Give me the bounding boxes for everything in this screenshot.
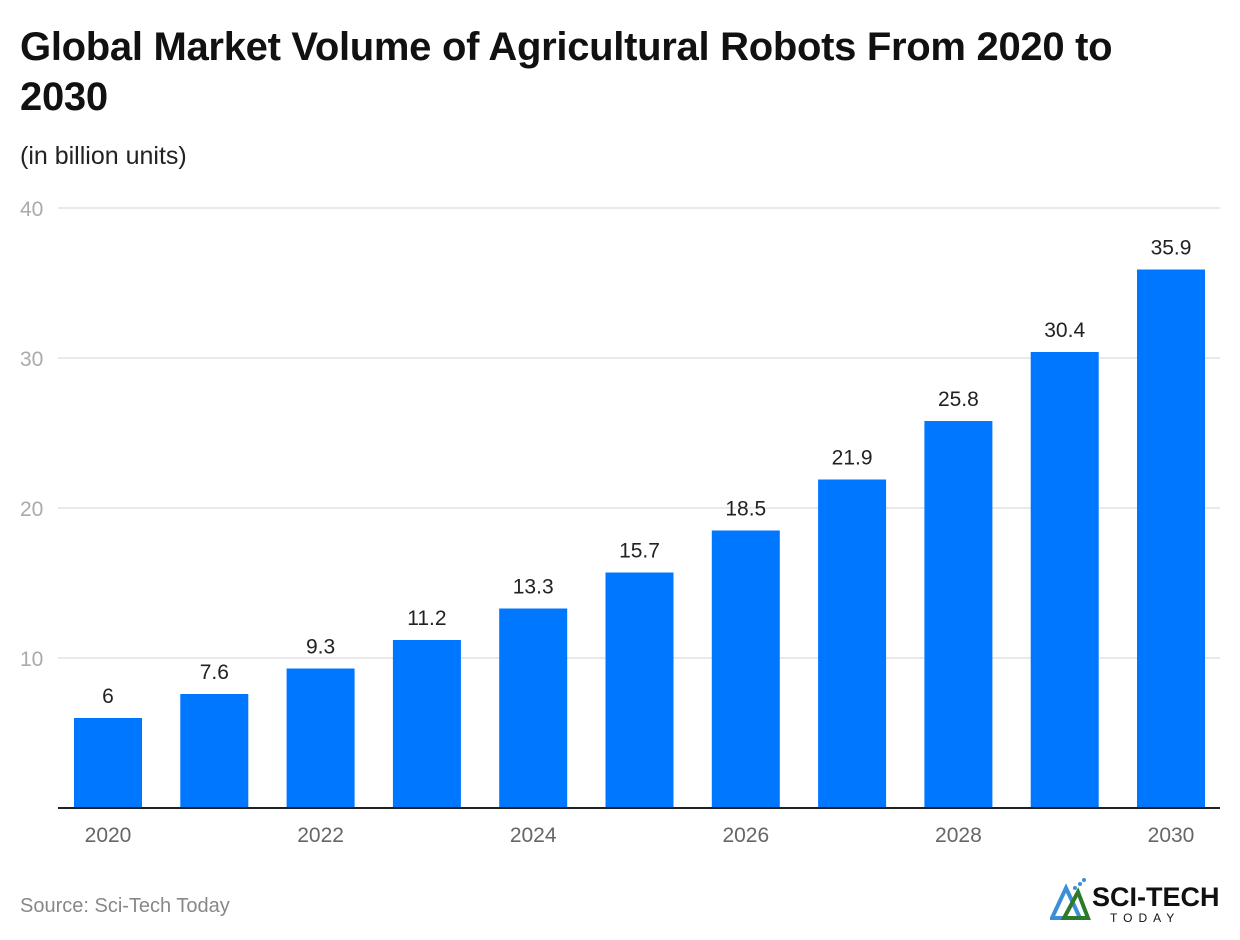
logo-subtext: TODAY [1110, 911, 1180, 924]
bar-2023 [392, 640, 461, 808]
bar-chart: 10203040620207.69.3202211.213.3202415.71… [20, 198, 1220, 847]
y-tick-label: 10 [20, 648, 43, 671]
data-label: 7.6 [200, 661, 229, 684]
x-tick-label: 2030 [1148, 824, 1195, 847]
sci-tech-today-logo: SCI-TECH TODAY [1050, 878, 1220, 924]
chart-subtitle: (in billion units) [20, 142, 187, 170]
bar-2028 [924, 421, 993, 808]
data-label: 11.2 [407, 607, 446, 630]
logo-text: SCI-TECH [1092, 882, 1220, 912]
chart-title: Global Market Volume of Agricultural Rob… [20, 25, 1113, 119]
data-label: 18.5 [725, 498, 766, 521]
data-label: 6 [102, 685, 114, 708]
x-tick-label: 2026 [722, 824, 769, 847]
bar-2025 [605, 572, 674, 808]
x-tick-label: 2024 [510, 824, 557, 847]
bar-2027 [818, 479, 887, 808]
bar-2020 [74, 718, 142, 808]
bar-2021 [180, 694, 249, 808]
source-note: Source: Sci-Tech Today [20, 895, 230, 917]
data-label: 13.3 [513, 576, 554, 599]
y-tick-label: 30 [20, 348, 43, 371]
bar-2029 [1030, 352, 1099, 808]
logo-leaf-icon [1060, 887, 1091, 920]
data-label: 30.4 [1044, 319, 1085, 342]
data-label: 25.8 [938, 388, 979, 411]
y-tick-label: 40 [20, 198, 43, 221]
bar-2026 [711, 530, 780, 808]
x-tick-label: 2020 [85, 824, 132, 847]
y-tick-label: 20 [20, 498, 43, 521]
data-label: 21.9 [832, 447, 873, 470]
data-label: 15.7 [619, 540, 660, 563]
bar-2022 [286, 668, 355, 808]
data-label: 35.9 [1151, 237, 1192, 260]
data-label: 9.3 [306, 636, 335, 659]
x-tick-label: 2028 [935, 824, 982, 847]
bar-2024 [499, 608, 568, 808]
x-tick-label: 2022 [297, 824, 344, 847]
bar-2030 [1137, 269, 1205, 808]
